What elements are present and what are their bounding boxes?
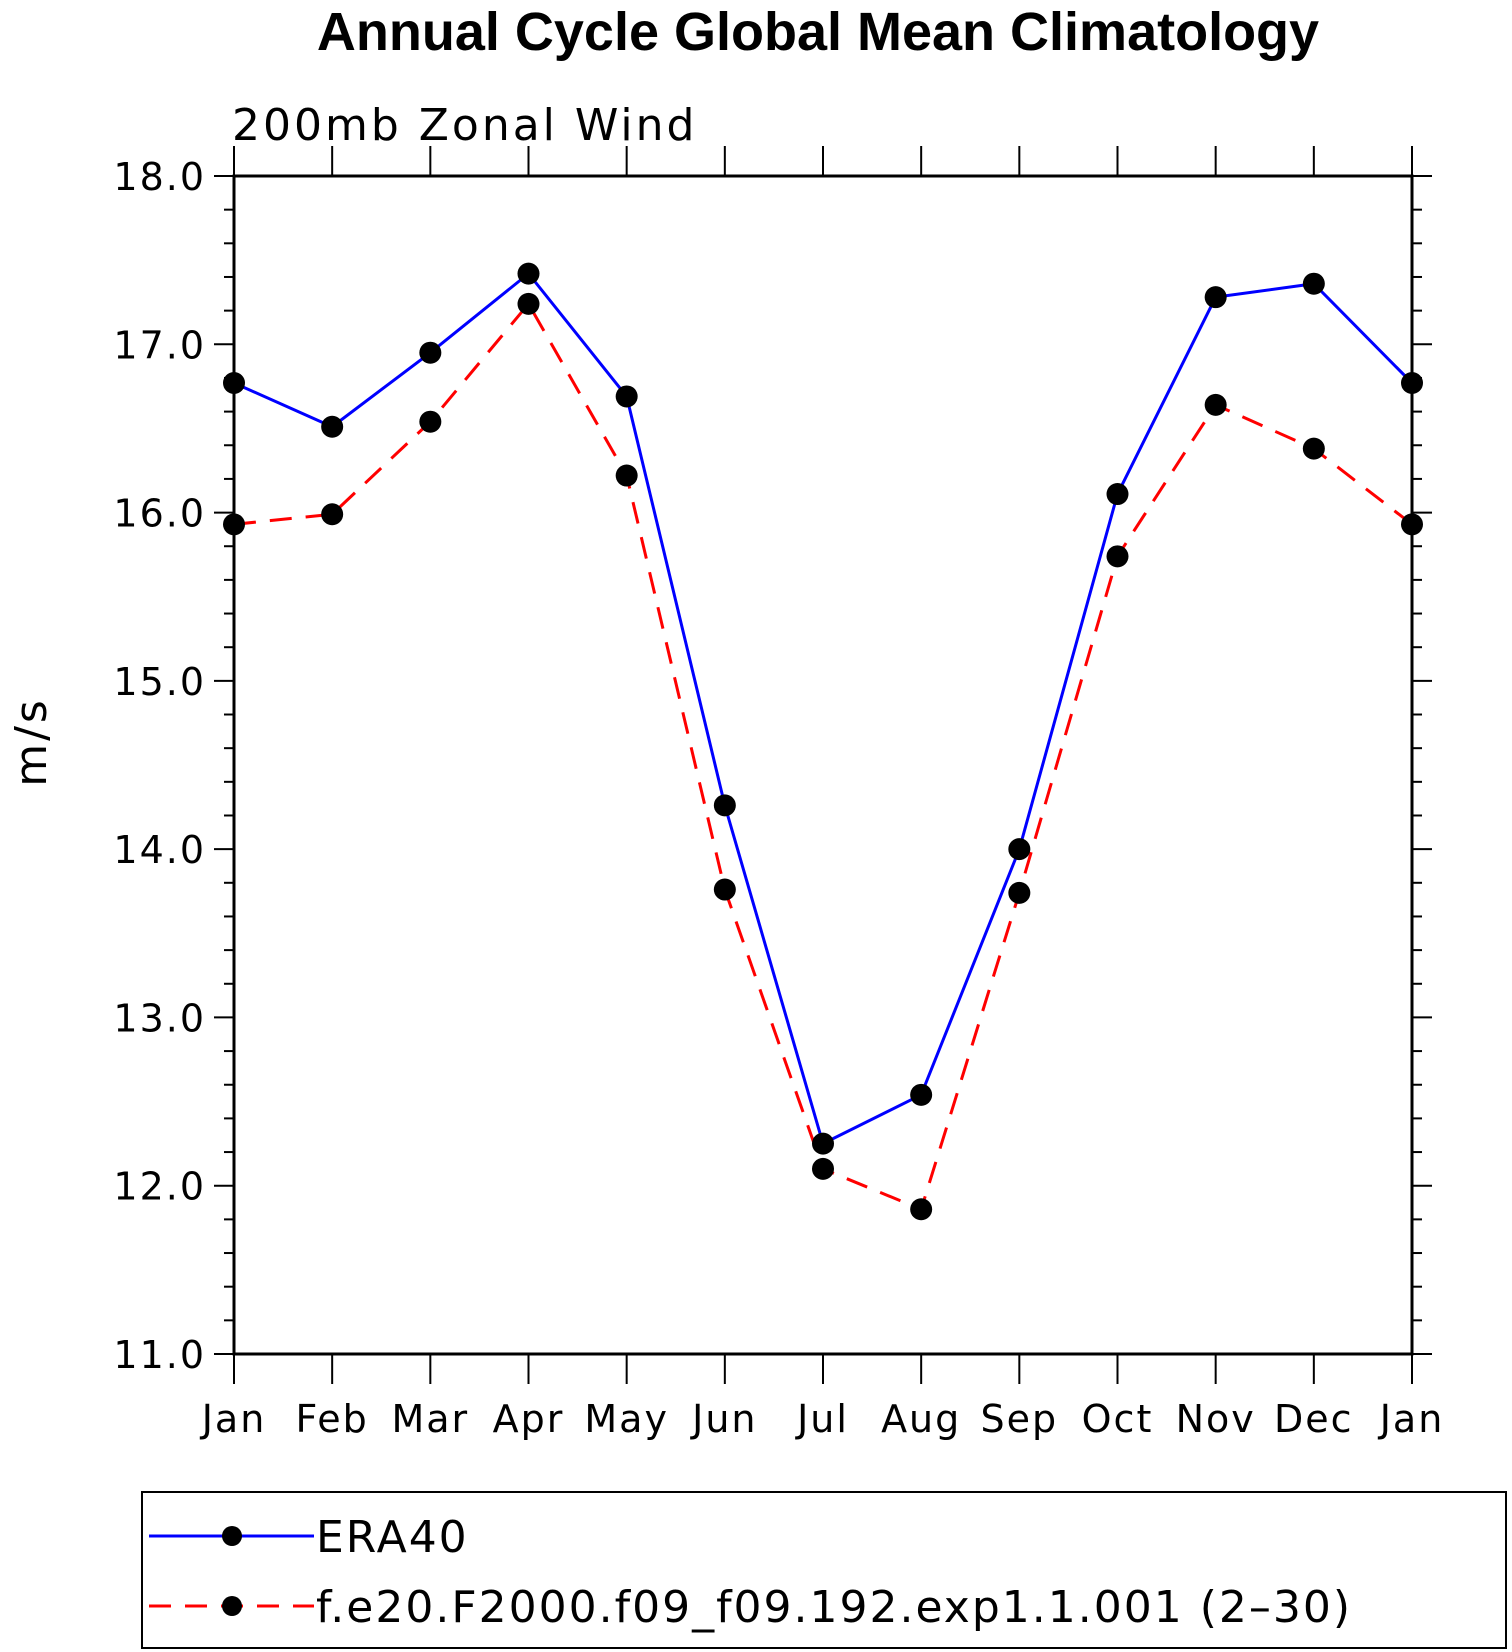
- y-tick-label: 17.0: [113, 323, 206, 367]
- legend-label-model: f.e20.F2000.f09_f09.192.exp1.1.001 (2–30…: [316, 1582, 1352, 1633]
- y-axis-label: m/s: [6, 697, 57, 787]
- legend-box: [141, 1491, 1507, 1649]
- y-tick-label: 18.0: [113, 155, 206, 199]
- y-tick-label: 16.0: [113, 492, 206, 536]
- data-point-0-3: [517, 262, 540, 285]
- x-tick-label: Nov: [1176, 1397, 1256, 1441]
- x-tick-label: Jul: [795, 1397, 849, 1441]
- y-tick-label: 11.0: [113, 1333, 206, 1377]
- x-tick-label: May: [584, 1397, 669, 1441]
- data-point-1-0: [223, 513, 245, 536]
- y-tick-label: 14.0: [113, 828, 206, 872]
- x-tick-label: Sep: [981, 1397, 1059, 1441]
- data-point-1-12: [1401, 513, 1423, 536]
- data-point-0-12: [1401, 371, 1423, 394]
- y-tick-label: 12.0: [113, 1165, 206, 1209]
- data-point-1-1: [321, 503, 344, 526]
- data-point-1-10: [1204, 393, 1227, 416]
- x-tick-label: Feb: [296, 1397, 369, 1441]
- x-axis-ticks: Jan Feb Mar Apr May Jun Jul Aug Sep Oct Nov Dec Jan: [200, 146, 1445, 1441]
- data-point-0-2: [419, 341, 442, 364]
- x-tick-label: Dec: [1274, 1397, 1354, 1441]
- chart-title: Annual Cycle Global Mean Climatology: [317, 2, 1319, 62]
- data-point-0-10: [1204, 286, 1227, 309]
- data-point-1-3: [517, 292, 540, 315]
- data-point-0-7: [910, 1083, 933, 1106]
- x-tick-label: Mar: [391, 1397, 469, 1441]
- legend-label-era40: ERA40: [316, 1512, 469, 1563]
- x-tick-label: Jan: [1378, 1397, 1445, 1441]
- data-point-1-7: [910, 1198, 933, 1221]
- x-tick-label: Apr: [493, 1397, 565, 1441]
- x-tick-label: Jan: [200, 1397, 267, 1441]
- series-layer: [223, 262, 1423, 1221]
- data-point-0-8: [1008, 838, 1031, 861]
- data-point-0-6: [812, 1132, 834, 1155]
- data-point-1-8: [1008, 881, 1031, 904]
- data-point-0-5: [713, 794, 736, 817]
- data-point-0-0: [223, 371, 245, 394]
- y-tick-label: 15.0: [113, 660, 206, 704]
- legend-item-era40: ERA40: [149, 1512, 469, 1563]
- data-point-1-4: [615, 464, 638, 487]
- chart-subtitle: 200mb Zonal Wind: [232, 100, 697, 151]
- y-axis-ticks: 11.0 12.0 13.0 14.0 15.0 16.0 17.0 18.0: [113, 155, 1432, 1377]
- x-tick-label: Aug: [881, 1397, 961, 1441]
- data-point-1-2: [419, 410, 442, 433]
- data-point-0-1: [321, 415, 344, 438]
- data-point-0-9: [1106, 483, 1129, 506]
- series-line-0: [233, 271, 1414, 1146]
- y-tick-label: 13.0: [113, 996, 206, 1040]
- data-point-0-4: [615, 385, 638, 408]
- x-tick-label: Oct: [1082, 1397, 1154, 1441]
- data-point-1-5: [713, 878, 736, 901]
- data-point-1-9: [1106, 545, 1129, 568]
- legend-marker-model: [222, 1596, 242, 1616]
- data-point-1-6: [812, 1157, 834, 1180]
- data-point-1-11: [1302, 437, 1325, 460]
- x-tick-label: Jun: [690, 1397, 757, 1441]
- series-line-1: [233, 301, 1413, 1212]
- legend-item-model: f.e20.F2000.f09_f09.192.exp1.1.001 (2–30…: [149, 1582, 1352, 1633]
- legend-marker-era40: [222, 1526, 242, 1546]
- data-point-0-11: [1302, 272, 1325, 295]
